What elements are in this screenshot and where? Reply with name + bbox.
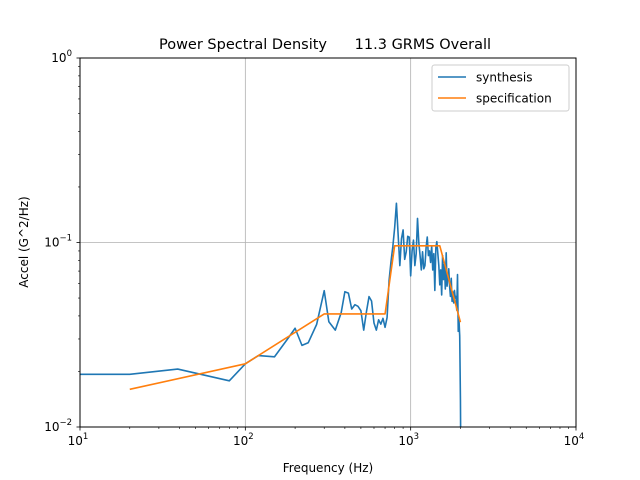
legend-label-synthesis: synthesis [476,71,533,85]
plot-lines [80,202,462,427]
legend-box [431,64,570,112]
y-axis-label: Accel (G^2/Hz) [17,196,31,287]
chart-title: Power Spectral Density 11.3 GRMS Overall [159,37,491,53]
legend-label-specification: specification [476,92,552,106]
x-axis-label: Frequency (Hz) [283,461,374,475]
legend: synthesis specification [431,64,570,112]
series-specification-line [129,244,462,391]
series-synthesis-line [80,202,462,427]
